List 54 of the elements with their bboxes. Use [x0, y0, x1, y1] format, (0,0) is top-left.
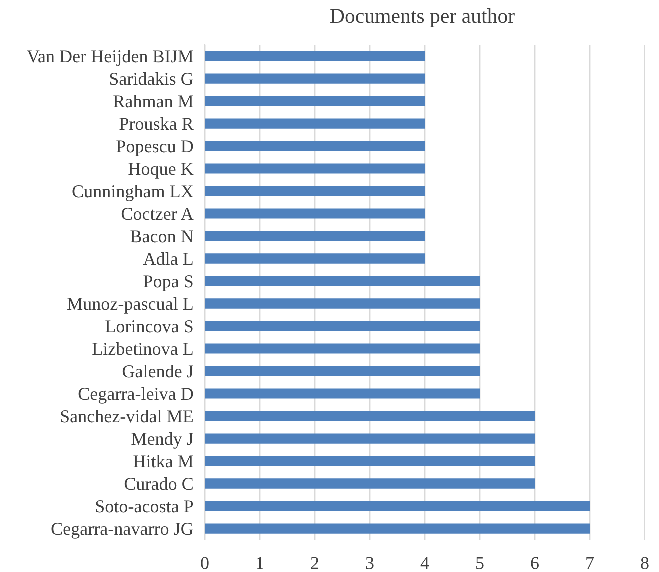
bar	[205, 411, 535, 422]
bar	[205, 51, 425, 62]
x-tick-label: 4	[420, 557, 430, 570]
y-tick-label: Lizbetinova L	[92, 342, 193, 356]
y-tick-label: Hitka M	[134, 454, 194, 468]
bar	[205, 388, 480, 399]
y-tick-label: Curado C	[124, 477, 193, 490]
bar	[205, 231, 425, 242]
bar	[205, 141, 425, 152]
bar	[205, 186, 425, 196]
bar	[205, 208, 425, 219]
x-tick-label: 3	[366, 557, 374, 570]
y-tick-label: Adla L	[143, 252, 193, 266]
bar	[205, 366, 480, 376]
y-tick-label: Cegarra-leiva D	[78, 387, 194, 404]
x-tick-label: 6	[531, 557, 539, 570]
bar	[205, 298, 480, 309]
bar	[205, 524, 590, 534]
y-tick-label: Coctzer A	[122, 208, 194, 220]
bar	[205, 74, 425, 84]
bar	[205, 118, 425, 129]
bar	[205, 344, 480, 354]
y-tick-label: Galende J	[122, 364, 194, 378]
bar	[205, 276, 480, 286]
y-tick-label: Lorincova S	[106, 320, 193, 333]
y-tick-label: Popescu D	[116, 140, 194, 156]
x-tick-label: 7	[586, 557, 594, 570]
bar	[205, 321, 480, 332]
y-tick-label: Sanchez-vidal ME	[61, 410, 193, 423]
x-tick-label: 0	[201, 557, 209, 570]
bar	[205, 456, 535, 466]
chart-title: Documents per author	[330, 8, 515, 28]
bar	[205, 434, 535, 444]
x-tick-label: 5	[476, 557, 484, 570]
y-tick-label: Prouska R	[120, 117, 194, 130]
y-tick-label: Popa S	[144, 276, 193, 292]
bar	[205, 254, 425, 264]
y-tick-label: Van Der Heijden BIJM	[27, 50, 194, 66]
y-tick-label: Munoz-pascual L	[68, 297, 193, 314]
y-tick-label: Hoque K	[128, 163, 194, 179]
bar	[205, 96, 425, 106]
y-tick-label: Cunningham LX	[72, 184, 194, 202]
x-tick-label: 2	[311, 557, 319, 570]
y-tick-label: Bacon N	[130, 230, 194, 243]
bar	[205, 164, 425, 174]
x-tick-label: 1	[257, 557, 264, 570]
y-tick-label: Mendy J	[132, 432, 194, 449]
bar	[205, 478, 535, 489]
y-tick-label: Cegarra-navarro JG	[52, 523, 194, 539]
bar	[205, 501, 590, 512]
x-tick-label: 8	[641, 557, 649, 570]
y-tick-label: Saridakis G	[110, 72, 194, 86]
y-tick-label: Soto-acosta P	[96, 500, 194, 513]
y-tick-label: Rahman M	[114, 94, 194, 108]
